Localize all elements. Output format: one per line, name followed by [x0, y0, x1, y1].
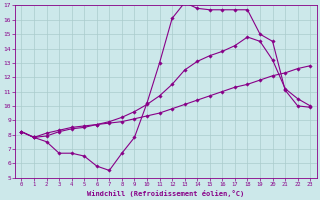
- X-axis label: Windchill (Refroidissement éolien,°C): Windchill (Refroidissement éolien,°C): [87, 190, 244, 197]
